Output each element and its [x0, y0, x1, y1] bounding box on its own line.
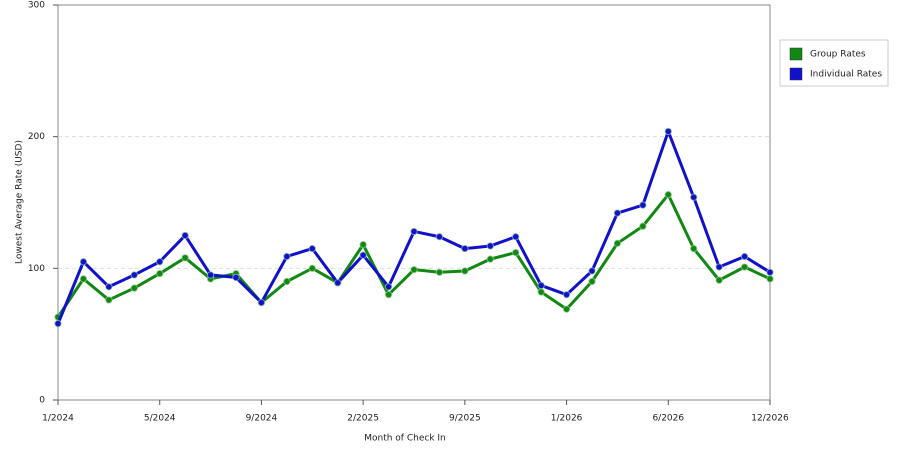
- data-point: [588, 267, 596, 275]
- data-point: [359, 240, 367, 249]
- data-point: [562, 290, 571, 299]
- data-point: [181, 231, 189, 240]
- data-point: [359, 251, 367, 259]
- data-point: [613, 209, 622, 217]
- data-point: [613, 239, 622, 248]
- y-tick-label: 100: [28, 264, 45, 274]
- data-point: [664, 190, 672, 199]
- data-point: [79, 275, 88, 283]
- x-tick-label: 1/2026: [551, 414, 583, 424]
- data-point: [562, 305, 571, 313]
- plot-area: [57, 4, 771, 401]
- data-point: [715, 276, 723, 284]
- data-point: [130, 271, 138, 279]
- y-tick-label: 300: [28, 1, 45, 11]
- legend-swatch: [789, 67, 803, 81]
- data-point: [79, 258, 88, 266]
- data-point: [461, 244, 469, 253]
- data-point: [740, 252, 749, 261]
- data-point: [384, 283, 393, 291]
- legend-swatch: [789, 47, 803, 61]
- x-tick-label: 9/2024: [246, 414, 278, 424]
- x-axis-title: Month of Check In: [364, 434, 446, 444]
- data-point: [740, 263, 749, 271]
- data-point: [435, 268, 444, 276]
- data-point: [410, 265, 418, 274]
- y-tick-label: 0: [39, 396, 45, 406]
- data-point: [105, 283, 113, 291]
- data-point: [232, 273, 240, 282]
- data-point: [486, 255, 494, 263]
- data-point: [334, 279, 342, 287]
- y-axis-title: Lowest Average Rate (USD): [15, 140, 25, 264]
- data-point: [690, 193, 698, 201]
- data-point: [461, 267, 469, 275]
- data-point: [283, 252, 291, 261]
- data-point: [664, 127, 672, 136]
- data-point: [766, 268, 774, 276]
- legend-label: Individual Rates: [810, 70, 882, 80]
- legend-label: Group Rates: [810, 50, 866, 60]
- data-point: [156, 258, 164, 266]
- data-point: [130, 284, 138, 292]
- data-point: [181, 254, 189, 262]
- data-point: [715, 263, 723, 271]
- y-tick-label: 200: [28, 132, 45, 142]
- x-tick-label: 5/2024: [144, 414, 176, 424]
- data-point: [206, 271, 215, 279]
- x-tick-label: 6/2026: [652, 414, 684, 424]
- data-point: [54, 319, 62, 328]
- data-point: [257, 298, 266, 307]
- data-point: [105, 296, 113, 304]
- data-point: [486, 242, 494, 250]
- data-point: [537, 281, 545, 290]
- data-point: [308, 244, 316, 253]
- data-point: [690, 244, 698, 253]
- data-point: [512, 248, 520, 257]
- x-tick-label: 1/2024: [42, 414, 74, 424]
- data-point: [156, 269, 164, 278]
- x-tick-label: 12/2026: [751, 414, 789, 424]
- data-point: [537, 288, 545, 296]
- x-tick-label: 2/2025: [347, 414, 379, 424]
- data-point: [639, 201, 647, 209]
- data-point: [410, 227, 418, 236]
- x-tick-label: 9/2025: [449, 414, 481, 424]
- data-point: [588, 277, 596, 286]
- data-point: [283, 277, 291, 286]
- data-point: [512, 233, 520, 241]
- data-point: [435, 233, 444, 241]
- data-point: [639, 222, 647, 230]
- data-point: [308, 264, 316, 273]
- data-point: [384, 290, 393, 299]
- data-point: [766, 275, 774, 283]
